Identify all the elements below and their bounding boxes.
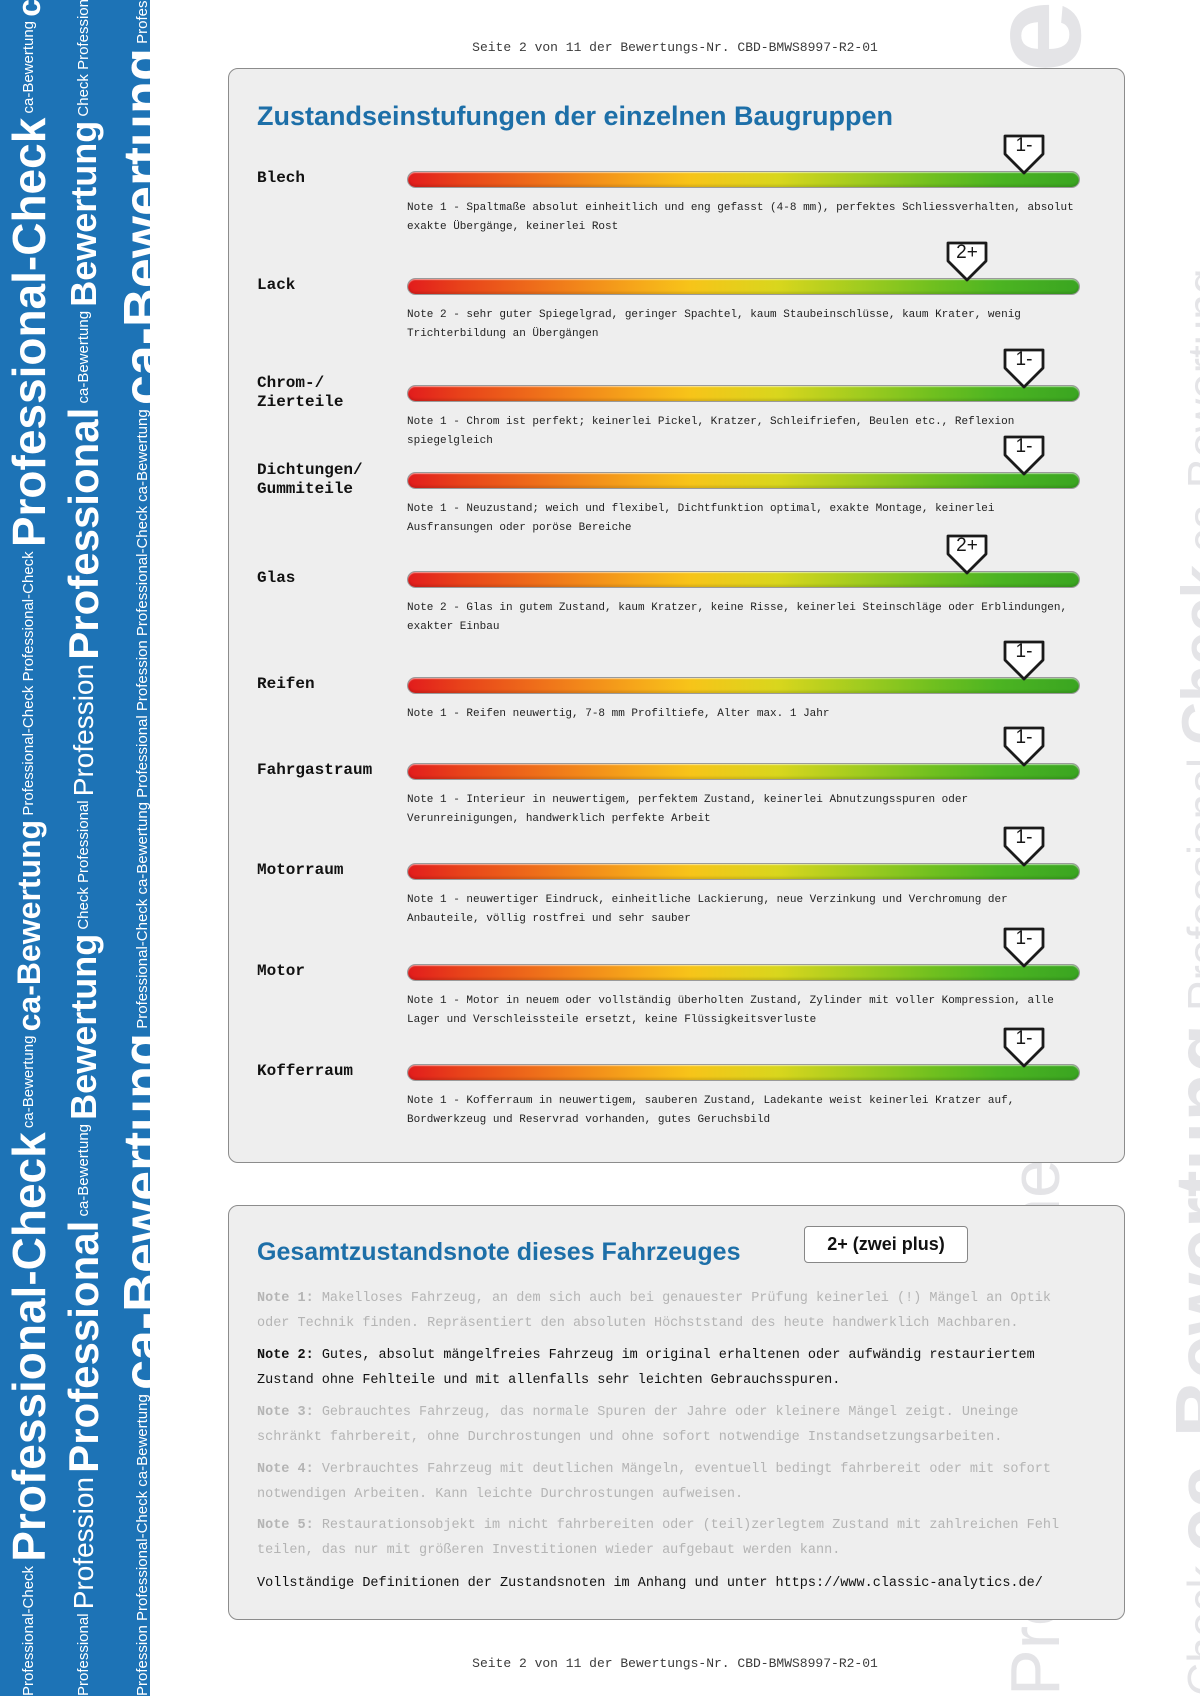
svg-text:1-: 1-: [1016, 436, 1033, 457]
svg-text:1-: 1-: [1016, 727, 1033, 748]
svg-text:1-: 1-: [1016, 349, 1033, 370]
svg-text:1-: 1-: [1016, 1028, 1033, 1049]
svg-text:1-: 1-: [1016, 135, 1033, 156]
svg-text:1-: 1-: [1016, 641, 1033, 662]
svg-text:2+: 2+: [956, 242, 978, 263]
svg-text:1-: 1-: [1016, 827, 1033, 848]
svg-text:2+: 2+: [956, 535, 978, 556]
svg-text:1-: 1-: [1016, 928, 1033, 949]
